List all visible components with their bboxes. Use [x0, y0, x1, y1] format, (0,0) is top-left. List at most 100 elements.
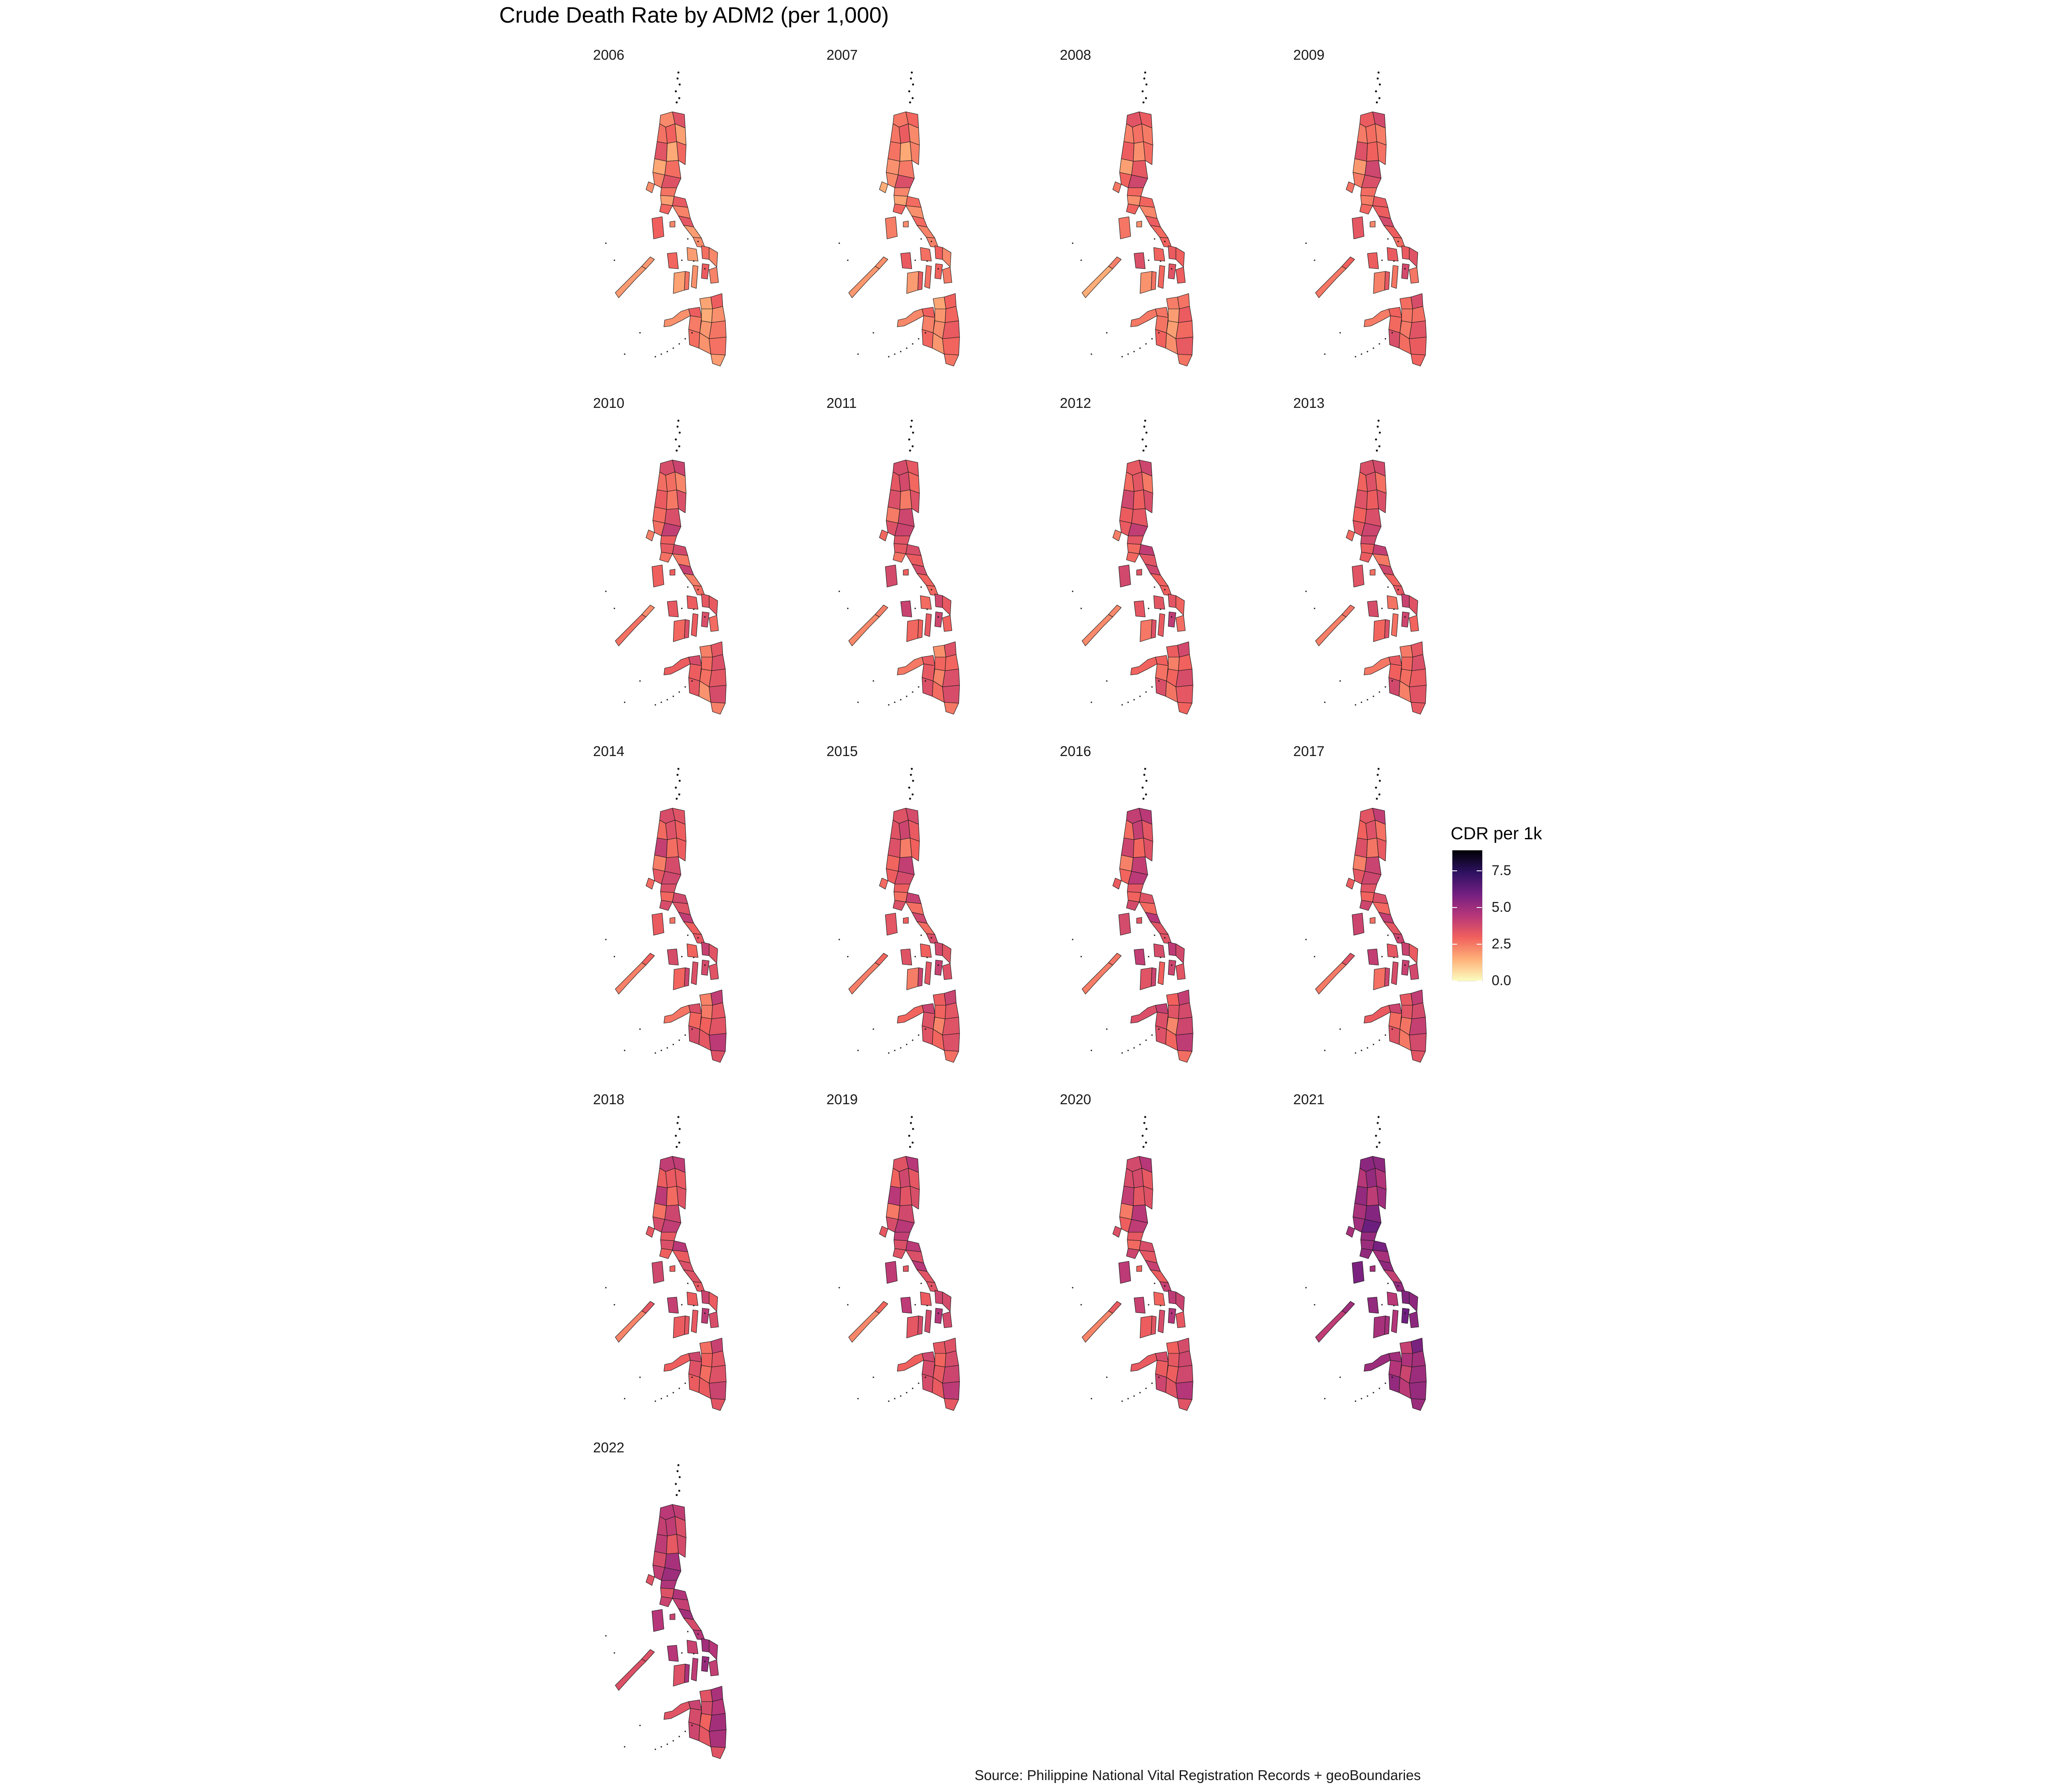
adm2-region [875, 605, 888, 617]
islet-marker [857, 353, 859, 355]
adm2-region [667, 252, 679, 269]
islet-marker [691, 1725, 693, 1726]
adm2-region [1134, 948, 1146, 966]
islet-marker [624, 353, 625, 355]
adm2-region [1134, 600, 1146, 617]
islet-marker [675, 1483, 677, 1485]
adm2-region [652, 855, 667, 872]
islet-marker [1375, 786, 1377, 789]
islet-marker [926, 1305, 928, 1306]
adm2-region [1168, 1353, 1180, 1367]
facet-year-label: 2008 [1060, 47, 1091, 63]
adm2-region [942, 943, 951, 964]
facet-panel-2018: 2018 [593, 1091, 832, 1433]
adm2-region [652, 564, 664, 588]
philippines-choropleth-map [1072, 768, 1193, 1063]
adm2-region [1108, 953, 1122, 966]
islet-marker [912, 431, 914, 434]
adm2-region [1366, 1186, 1379, 1206]
adm2-region [916, 573, 935, 587]
adm2-region [654, 838, 668, 858]
islet-marker [1361, 353, 1362, 355]
islet-marker [655, 1052, 656, 1054]
adm2-region [900, 252, 912, 269]
islet-marker [931, 241, 932, 242]
adm2-region [615, 962, 646, 995]
adm2-region [934, 1290, 943, 1304]
islet-marker [1143, 77, 1146, 80]
adm2-region [678, 215, 694, 227]
adm2-region [1151, 619, 1157, 639]
islet-marker [1397, 589, 1399, 591]
islet-marker [1121, 704, 1123, 706]
islet-marker [1314, 956, 1315, 957]
islet-marker [1091, 701, 1092, 703]
islet-marker [1379, 83, 1381, 86]
adm2-region [944, 354, 959, 367]
adm2-region [1352, 564, 1364, 588]
adm2-region [615, 614, 646, 646]
adm2-region [1151, 1315, 1157, 1335]
adm2-region [615, 266, 646, 298]
islet-marker [639, 680, 641, 682]
islet-marker [1404, 1312, 1406, 1314]
islet-marker [1144, 419, 1146, 422]
adm2-region [945, 1002, 959, 1019]
adm2-region [1384, 271, 1390, 291]
adm2-region [701, 1290, 710, 1304]
adm2-region [1409, 615, 1419, 632]
adm2-region [1127, 884, 1144, 893]
islet-marker [1377, 71, 1380, 74]
adm2-region [910, 1186, 920, 1210]
islet-marker [660, 1398, 662, 1399]
islet-marker [678, 97, 681, 99]
adm2-region [1143, 489, 1153, 513]
adm2-region [688, 1722, 700, 1741]
adm2-region [1401, 263, 1410, 279]
islet-marker [1387, 586, 1389, 588]
adm2-region [942, 595, 951, 616]
adm2-region [709, 963, 719, 980]
adm2-region [906, 1315, 919, 1338]
adm2-region [1399, 1341, 1413, 1354]
islet-marker [1379, 343, 1380, 345]
adm2-region [1155, 1025, 1167, 1045]
adm2-region [1130, 1005, 1158, 1024]
adm2-region [663, 1005, 691, 1024]
islet-marker [704, 1312, 706, 1314]
islet-marker [926, 957, 928, 958]
adm2-region [683, 225, 702, 239]
islet-marker [908, 438, 911, 441]
adm2-region [1168, 611, 1176, 628]
adm2-region [1175, 337, 1193, 355]
adm2-region [709, 1713, 727, 1732]
philippines-choropleth-map [838, 1116, 960, 1411]
adm2-region [945, 306, 959, 323]
islet-marker [906, 347, 908, 349]
islet-marker [1144, 71, 1146, 74]
adm2-region [1175, 1017, 1193, 1036]
adm2-region [1112, 1226, 1122, 1238]
adm2-region [1150, 225, 1169, 239]
adm2-region [1175, 963, 1186, 980]
islet-marker [908, 90, 911, 93]
islet-marker [1160, 1305, 1161, 1306]
adm2-region [1341, 256, 1355, 269]
islet-marker [684, 1382, 686, 1384]
adm2-region [945, 1350, 959, 1367]
adm2-region [942, 267, 952, 284]
adm2-region [1168, 1005, 1180, 1019]
islet-marker [678, 83, 681, 86]
islet-marker [677, 1116, 680, 1118]
adm2-region [1132, 471, 1144, 492]
adm2-region [688, 1373, 700, 1393]
adm2-region [1133, 489, 1146, 510]
islet-marker [1305, 939, 1307, 940]
adm2-region [663, 308, 691, 327]
adm2-region [711, 1350, 726, 1367]
adm2-region [1118, 1261, 1131, 1284]
adm2-region [934, 1308, 943, 1324]
islet-marker [639, 1725, 641, 1726]
facet-panel-2019: 2019 [826, 1091, 1065, 1433]
